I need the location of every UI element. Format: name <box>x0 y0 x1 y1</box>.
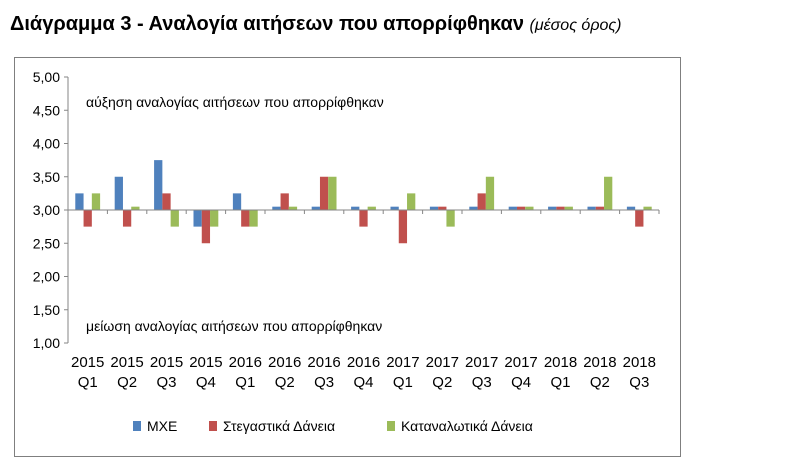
bar-3 <box>91 193 101 210</box>
bar-2 <box>359 210 368 227</box>
legend-label-3: Καταναλωτικά Δάνεια <box>401 418 533 434</box>
x-tick-label-quarter: Q2 <box>275 374 295 391</box>
x-tick-label-year: 2018 <box>623 354 656 371</box>
y-tick-label: 1,00 <box>33 335 60 351</box>
x-tick-label-year: 2016 <box>229 354 262 371</box>
legend-swatch-1 <box>133 421 141 431</box>
x-tick-label-year: 2015 <box>71 354 104 371</box>
x-tick-label-quarter: Q3 <box>629 374 649 391</box>
bar-3 <box>131 206 140 210</box>
x-tick-label-year: 2016 <box>347 354 380 371</box>
bar-3 <box>446 210 455 227</box>
bar-3 <box>249 210 258 227</box>
bar-1 <box>114 176 123 210</box>
x-tick-label-quarter: Q1 <box>393 374 413 391</box>
legend-label-1: ΜΧΕ <box>147 418 177 434</box>
x-tick-label-quarter: Q1 <box>550 374 570 391</box>
y-tick-label: 4,00 <box>33 136 60 152</box>
page-title-main: Διάγραμμα 3 - Αναλογία αιτήσεων που απορ… <box>10 13 524 35</box>
x-tick-label-quarter: Q4 <box>196 374 216 391</box>
bar-1 <box>390 206 399 210</box>
bar-2 <box>556 206 565 210</box>
bar-1 <box>351 206 360 210</box>
bar-1 <box>469 206 478 210</box>
bar-1 <box>587 206 596 210</box>
x-tick-label-quarter: Q3 <box>156 374 176 391</box>
y-tick-label: 5,00 <box>33 69 60 85</box>
bar-1 <box>311 206 320 210</box>
y-tick-label: 2,00 <box>33 269 60 285</box>
x-tick-label-quarter: Q4 <box>511 374 531 391</box>
bar-3 <box>367 206 376 210</box>
y-tick-label: 4,50 <box>33 102 60 118</box>
bar-2 <box>162 193 171 210</box>
bar-3 <box>525 206 534 210</box>
bar-1 <box>548 206 557 210</box>
annotation-decrease: μείωση αναλογίας αιτήσεων που απορρίφθηκ… <box>86 318 382 334</box>
x-tick-label-year: 2016 <box>307 354 340 371</box>
x-tick-label-quarter: Q4 <box>353 374 373 391</box>
x-tick-label-quarter: Q1 <box>235 374 255 391</box>
chart-frame: 1,00 1,50 2,00 2,50 3,00 3,50 4,00 4,50 5,00 2015… <box>14 57 681 457</box>
x-tick-label-year: 2017 <box>386 354 419 371</box>
x-tick-label-quarter: Q3 <box>314 374 334 391</box>
bar-1 <box>429 206 439 210</box>
bar-3 <box>564 206 573 210</box>
bar-1 <box>508 206 517 210</box>
x-tick-label-quarter: Q2 <box>590 374 610 391</box>
bar-1 <box>75 193 84 210</box>
page-title-subtitle: (μέσος όρος) <box>529 17 622 34</box>
bar-3 <box>485 176 495 210</box>
bar-1 <box>193 210 202 227</box>
bar-2 <box>319 176 329 210</box>
x-tick-label-year: 2016 <box>268 354 301 371</box>
legend-swatch-2 <box>209 421 217 431</box>
y-tick-label: 2,50 <box>33 235 60 251</box>
bar-2 <box>516 206 526 210</box>
x-tick-label-year: 2017 <box>465 354 498 371</box>
legend-swatch-3 <box>387 421 395 431</box>
y-tick-label: 3,00 <box>33 202 60 218</box>
x-tick-label-quarter: Q2 <box>432 374 452 391</box>
bar-1 <box>154 160 163 210</box>
bar-1 <box>272 206 281 210</box>
bar-3 <box>604 176 613 210</box>
x-tick-label-year: 2015 <box>110 354 143 371</box>
bar-2 <box>635 210 644 227</box>
bar-1 <box>232 193 242 210</box>
bar-2 <box>83 210 92 227</box>
x-tick-label-quarter: Q2 <box>117 374 137 391</box>
bar-3 <box>407 193 416 210</box>
bar-1 <box>626 206 636 210</box>
page-title: Διάγραμμα 3 - Αναλογία αιτήσεων που απορ… <box>10 13 622 36</box>
y-tick-label: 3,50 <box>33 169 60 185</box>
bar-3 <box>170 210 179 227</box>
x-tick-label-year: 2018 <box>583 354 616 371</box>
x-tick-label-quarter: Q1 <box>78 374 98 391</box>
bar-2 <box>241 210 250 227</box>
bar-3 <box>328 176 337 210</box>
x-tick-label-quarter: Q3 <box>472 374 492 391</box>
bar-2 <box>438 206 447 210</box>
legend-label-2: Στεγαστικά Δάνεια <box>223 418 335 434</box>
y-tick-label: 1,50 <box>33 302 60 318</box>
x-tick-label-year: 2017 <box>426 354 459 371</box>
bar-2 <box>595 206 605 210</box>
bar-3 <box>643 206 652 210</box>
bar-2 <box>280 193 289 210</box>
bar-3 <box>288 206 298 210</box>
bar-2 <box>122 210 132 227</box>
bar-2 <box>477 193 486 210</box>
bar-2 <box>398 210 408 244</box>
x-tick-label-year: 2018 <box>544 354 577 371</box>
bar-2 <box>201 210 211 244</box>
x-tick-label-year: 2017 <box>504 354 537 371</box>
x-tick-label-year: 2015 <box>150 354 183 371</box>
bar-3 <box>210 210 219 227</box>
annotation-increase: αύξηση αναλογίας αιτήσεων που απορρίφθηκ… <box>86 94 384 110</box>
x-tick-label-year: 2015 <box>189 354 222 371</box>
bar-chart: 1,00 1,50 2,00 2,50 3,00 3,50 4,00 4,50 5,00 2015… <box>33 69 660 434</box>
